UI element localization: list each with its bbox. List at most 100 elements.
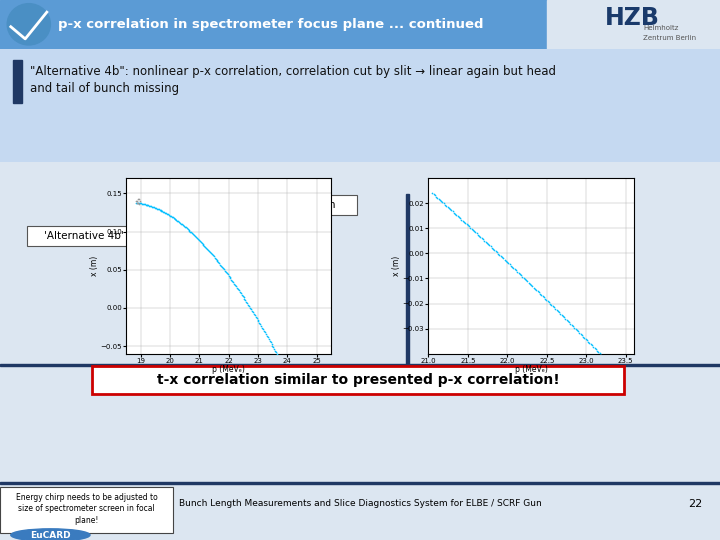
Point	[489, 246, 500, 254]
Point	[211, 255, 222, 264]
Point	[510, 266, 522, 275]
Point	[205, 249, 217, 258]
Point	[593, 348, 604, 356]
Text: "Alternative 4b": nonlinear p-x correlation, correlation cut by slit → linear ag: "Alternative 4b": nonlinear p-x correlat…	[30, 65, 557, 96]
Point	[499, 255, 510, 264]
Point	[275, 357, 287, 366]
Point	[616, 371, 628, 380]
Point	[608, 363, 619, 372]
Text: Spec slit closed: Spec slit closed	[490, 200, 570, 210]
Point	[281, 367, 292, 376]
Point	[558, 313, 570, 322]
Point	[253, 317, 264, 326]
Point	[452, 212, 464, 220]
Point	[248, 309, 260, 318]
Point	[575, 329, 586, 338]
Point	[166, 213, 177, 221]
Point	[158, 207, 169, 216]
Point	[307, 420, 318, 429]
Point	[165, 212, 176, 220]
Point	[448, 208, 459, 217]
Point	[154, 206, 166, 214]
Point	[225, 274, 236, 282]
Point	[571, 326, 582, 334]
Point	[233, 286, 245, 295]
Point	[162, 210, 174, 219]
Point	[477, 235, 489, 244]
Point	[132, 199, 144, 208]
Point	[304, 414, 315, 423]
Point	[554, 309, 566, 318]
Point	[230, 281, 241, 289]
Point	[595, 350, 607, 359]
Point	[539, 294, 551, 303]
Point	[557, 312, 569, 321]
Point	[598, 353, 609, 361]
Point	[228, 279, 240, 288]
Point	[459, 219, 471, 227]
Point	[432, 193, 444, 202]
Point	[603, 358, 614, 367]
Point	[443, 204, 454, 212]
Point	[202, 245, 213, 253]
Point	[228, 278, 239, 287]
Text: 22: 22	[688, 499, 702, 509]
Point	[158, 208, 170, 217]
Point	[274, 355, 286, 363]
Point	[449, 210, 461, 218]
Point	[492, 249, 504, 258]
Point	[462, 221, 474, 230]
Point	[301, 408, 312, 417]
Point	[269, 345, 280, 353]
Point	[131, 199, 143, 207]
Point	[202, 246, 214, 254]
Point	[310, 426, 321, 435]
Point	[611, 367, 623, 376]
Point	[163, 211, 175, 219]
Point	[223, 271, 235, 280]
Point	[461, 220, 472, 228]
Point	[204, 248, 216, 256]
Point	[526, 282, 538, 291]
Point	[481, 239, 492, 247]
Point	[187, 230, 199, 239]
Point	[236, 290, 248, 299]
Point	[177, 221, 189, 230]
Point	[316, 440, 328, 448]
Point	[180, 223, 192, 232]
Point	[225, 275, 237, 284]
Point	[284, 373, 295, 381]
Point	[486, 244, 498, 252]
Point	[174, 219, 186, 227]
Point	[564, 320, 576, 328]
Point	[282, 369, 293, 378]
Point	[291, 388, 302, 396]
Point	[209, 253, 220, 262]
Point	[277, 360, 289, 369]
Point	[247, 308, 258, 316]
Text: p-x correlation in spectrometer focus plane ... continued: p-x correlation in spectrometer focus pl…	[58, 18, 483, 31]
Point	[586, 341, 598, 350]
Point	[251, 314, 262, 322]
Point	[441, 201, 452, 210]
Point	[428, 190, 439, 199]
Point	[474, 233, 486, 241]
Point	[272, 352, 284, 360]
Point	[500, 256, 512, 265]
Point	[312, 430, 323, 438]
Text: 'Alternative 4b': 'Alternative 4b'	[44, 231, 124, 241]
Point	[199, 241, 210, 250]
Point	[456, 215, 467, 224]
Text: Spec slit open: Spec slit open	[262, 200, 336, 210]
Point	[588, 342, 599, 351]
Point	[504, 260, 516, 269]
Point	[206, 250, 217, 259]
Point	[433, 194, 444, 203]
Point	[195, 238, 207, 246]
Point	[141, 200, 153, 209]
Point	[197, 239, 208, 248]
Point	[534, 289, 546, 298]
Point	[276, 359, 287, 367]
Point	[161, 209, 172, 218]
Point	[246, 305, 257, 313]
